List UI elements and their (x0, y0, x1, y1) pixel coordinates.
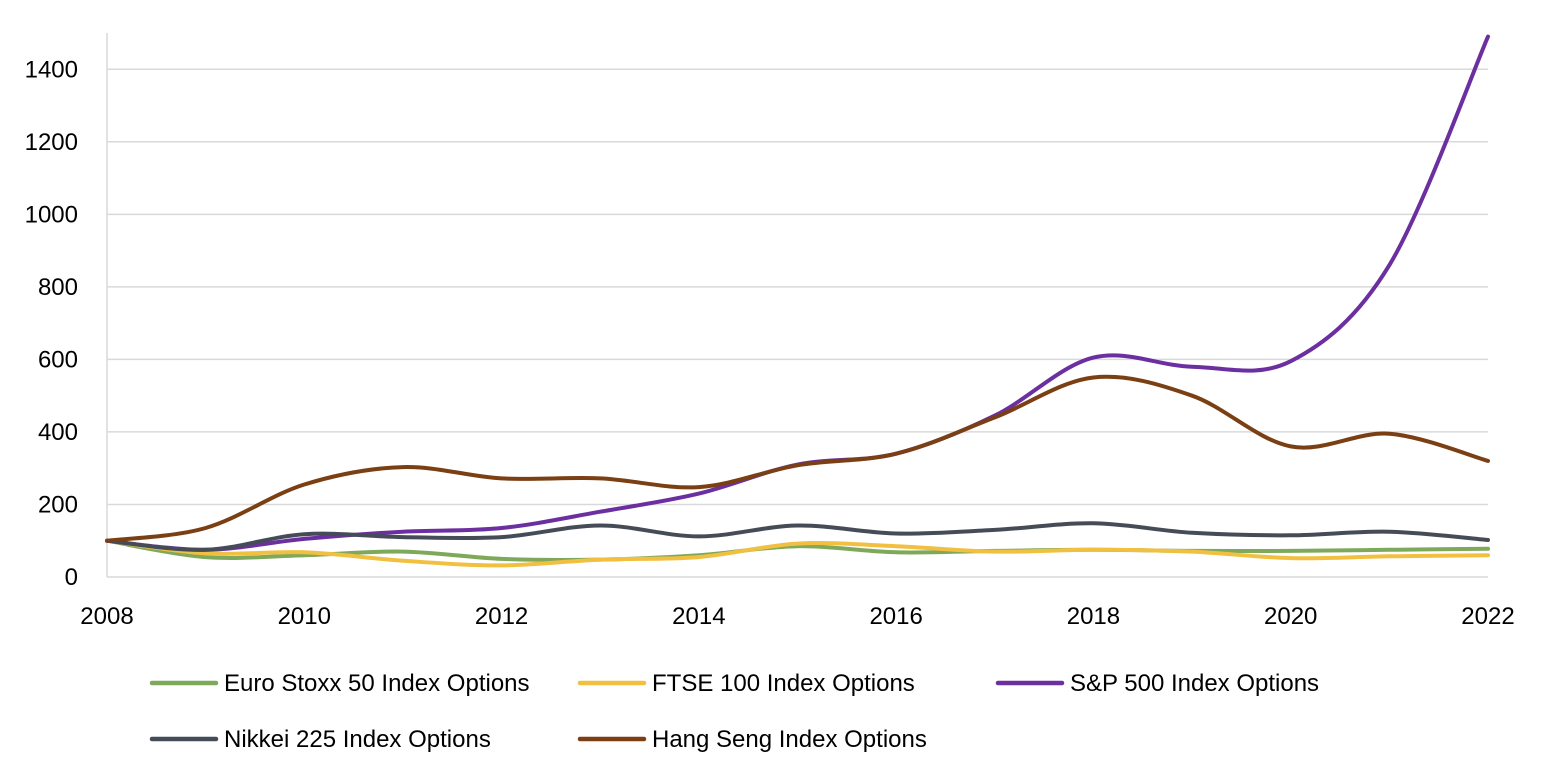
x-tick-label: 2014 (672, 603, 725, 630)
y-tick-label: 400 (38, 419, 78, 446)
legend-label: Euro Stoxx 50 Index Options (224, 670, 530, 697)
x-tick-label: 2008 (80, 603, 133, 630)
x-tick-label: 2018 (1067, 603, 1120, 630)
series-line-1 (105, 538, 1490, 568)
x-axis-ticks: 2008 2010 2012 2014 2016 2018 2020 2022 (80, 603, 1514, 630)
legend-item: Hang Seng Index Options (577, 726, 927, 753)
y-tick-label: 600 (38, 346, 78, 373)
series-lines (105, 34, 1490, 568)
y-tick-label: 0 (65, 564, 78, 591)
y-tick-label: 1200 (25, 129, 78, 156)
legend-label: S&P 500 Index Options (1070, 670, 1319, 697)
y-tick-label: 800 (38, 274, 78, 301)
legend-label: Hang Seng Index Options (652, 726, 927, 753)
y-tick-label: 1400 (25, 56, 78, 83)
legend-item: Euro Stoxx 50 Index Options (149, 670, 530, 697)
legend-item: Nikkei 225 Index Options (149, 726, 491, 753)
legend-label: FTSE 100 Index Options (652, 670, 915, 697)
x-tick-label: 2022 (1461, 603, 1514, 630)
x-tick-label: 2020 (1264, 603, 1317, 630)
legend-label: Nikkei 225 Index Options (224, 726, 491, 753)
series-line-3 (105, 521, 1490, 552)
y-tick-label: 200 (38, 491, 78, 518)
y-axis-ticks: 0 200 400 600 800 1000 1200 1400 (25, 56, 78, 591)
legend: Euro Stoxx 50 Index Options FTSE 100 Inde… (149, 670, 1319, 753)
series-line-4 (105, 374, 1490, 543)
axes (106, 33, 1488, 578)
x-tick-label: 2012 (475, 603, 528, 630)
x-tick-label: 2010 (278, 603, 331, 630)
legend-item: FTSE 100 Index Options (577, 670, 915, 697)
x-tick-label: 2016 (869, 603, 922, 630)
legend-item: S&P 500 Index Options (995, 670, 1319, 697)
y-tick-label: 1000 (25, 201, 78, 228)
gridlines (107, 68, 1488, 506)
series-line-2 (105, 34, 1490, 552)
